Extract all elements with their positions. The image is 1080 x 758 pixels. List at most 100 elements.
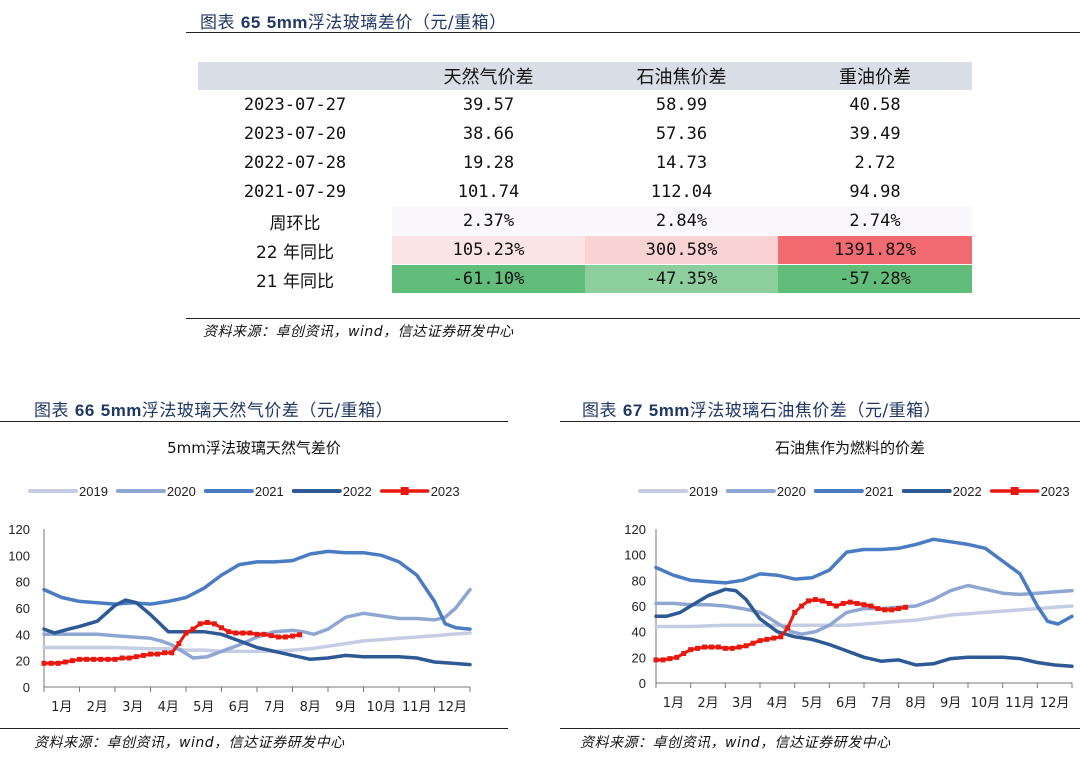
figure-65-title-bold: 5mm [266,13,308,32]
series-2023-point [91,656,97,662]
series-2023-point [715,644,721,650]
series-2023-point [98,656,104,662]
table-cell: 57.36 [585,119,778,149]
x-tick-label: 10月 [971,696,1001,711]
series-2023-point [197,621,203,627]
x-tick-label: 10月 [366,700,396,715]
figure-65-top-rule [186,32,1080,33]
series-2023-point [896,606,902,612]
y-tick-label: 100 [624,548,646,563]
series-2023-point [847,599,853,605]
series-2023-point [854,600,860,606]
series-2023-point [819,598,825,604]
price-diff-table: 天然气价差 石油焦价差 重油价差 2023-07-27 39.57 58.99 … [198,62,972,294]
table-cell: 39.57 [392,90,585,120]
table-cell: 101.74 [392,177,585,207]
series-2023-point [653,657,659,663]
figure-65-title-prefix: 图表 [200,13,235,33]
series-2023-point [729,645,735,651]
series-2023-point [162,650,168,656]
series-2023-line [42,621,302,665]
series-2022-line [654,587,1074,669]
figure-67-top-rule [560,421,1080,422]
x-tick-label: 9月 [940,696,961,711]
x-tick-label: 7月 [264,700,285,715]
series-2019-line [42,631,472,654]
x-tick-label: 5月 [193,700,214,715]
table-cell: 2.37% [392,206,585,236]
series-2023-point [176,641,182,647]
figure-67-title-number: 67 [622,401,643,420]
series-2023-point [889,607,895,613]
figure-66-title-rest: 浮法玻璃天然气价差（元/重箱） [141,401,394,421]
figure-65-title-number: 65 [240,13,261,32]
x-tick-label: 3月 [122,700,143,715]
table-cell: 300.58% [585,235,778,265]
figure-67-title-bold: 5mm [648,401,690,420]
table-cell: -57.28% [778,264,972,294]
figure-66-title-number: 66 [74,401,95,420]
series-2023-point [268,633,274,639]
figure-65-title: 图表 65 5mm浮法玻璃差价（元/重箱） [200,8,507,33]
series-2023-point [667,656,673,662]
series-2023-point [764,636,770,642]
legend-label: 2023 [1041,484,1070,499]
legend-label: 2019 [689,484,718,499]
series-2023-point [708,644,714,650]
series-2023-point [674,654,680,660]
table-cell: 14.73 [585,148,778,178]
y-tick-label: 40 [16,627,30,642]
figure-66-source: 资料来源：卓创资讯，wind，信达证券研发中心 [34,735,345,751]
figure-65-title-rest: 浮法玻璃差价（元/重箱） [307,13,507,33]
series-2020-line [654,583,1074,636]
table-cell: 19.28 [392,148,585,178]
y-tick-label: 60 [16,601,30,616]
figure-67-title: 图表 67 5mm浮法玻璃石油焦价差（元/重箱） [582,396,941,421]
x-tick-label: 2月 [697,696,718,711]
legend-label: 2022 [953,484,982,499]
table-cell: 2.74% [778,206,972,236]
x-tick-label: 8月 [905,696,926,711]
table-cell: 105.23% [392,235,585,265]
x-tick-label: 12月 [437,700,467,715]
natural-gas-spread-chart: 5mm浮法玻璃天然气差价 2019 2020 2021 2022 2023 0 20 40 60 8… [8,439,472,715]
figure-67-source: 资料来源：卓创资讯，wind，信达证券研发中心 [580,735,891,751]
petroleum-coke-spread-chart: 石油焦作为燃料的价差 2019 2020 2021 2022 2023 0 20 40 60 80 1… [624,439,1074,711]
series-2023-point [778,634,784,640]
series-2023-point [695,645,701,651]
x-tick-label: 5月 [801,696,822,711]
x-tick-label: 7月 [871,696,892,711]
table-row: 21 年同比 -61.10% -47.35% -57.28% [198,264,972,294]
row-label: 22 年同比 [198,235,392,265]
series-2023-point [254,631,260,637]
series-2022-line [42,598,472,667]
series-2023-point [233,630,239,636]
table-row: 2021-07-29 101.74 112.04 94.98 [198,177,972,207]
series-2023-point [41,660,47,666]
series-2023-point [771,635,777,641]
series-2023-point [297,632,303,638]
row-label: 周环比 [198,206,392,236]
series-2023-point [861,602,867,608]
series-2023-point [722,645,728,651]
series-2023-point [806,598,812,604]
series-2023-point [69,658,75,664]
row-label: 2023-07-20 [198,119,392,149]
x-tick-label: 3月 [732,696,753,711]
y-tick-label: 20 [632,650,646,665]
series-2023-point [275,634,281,640]
figure-66-title: 图表 66 5mm浮法玻璃天然气价差（元/重箱） [34,396,393,421]
y-tick-label: 0 [23,680,30,695]
table-cell: 39.49 [778,119,972,149]
legend-label: 2020 [167,484,196,499]
x-tick-label: 4月 [158,700,179,715]
series-2023-point [875,606,881,612]
series-2023-point [743,643,749,649]
y-tick-label: 40 [632,625,646,640]
legend-label: 2022 [343,484,372,499]
series-2023-point [688,647,694,653]
series-2023-point [126,655,132,661]
series-2023-point [211,621,217,627]
y-tick-label: 80 [16,575,30,590]
series-2023-point [169,650,175,656]
